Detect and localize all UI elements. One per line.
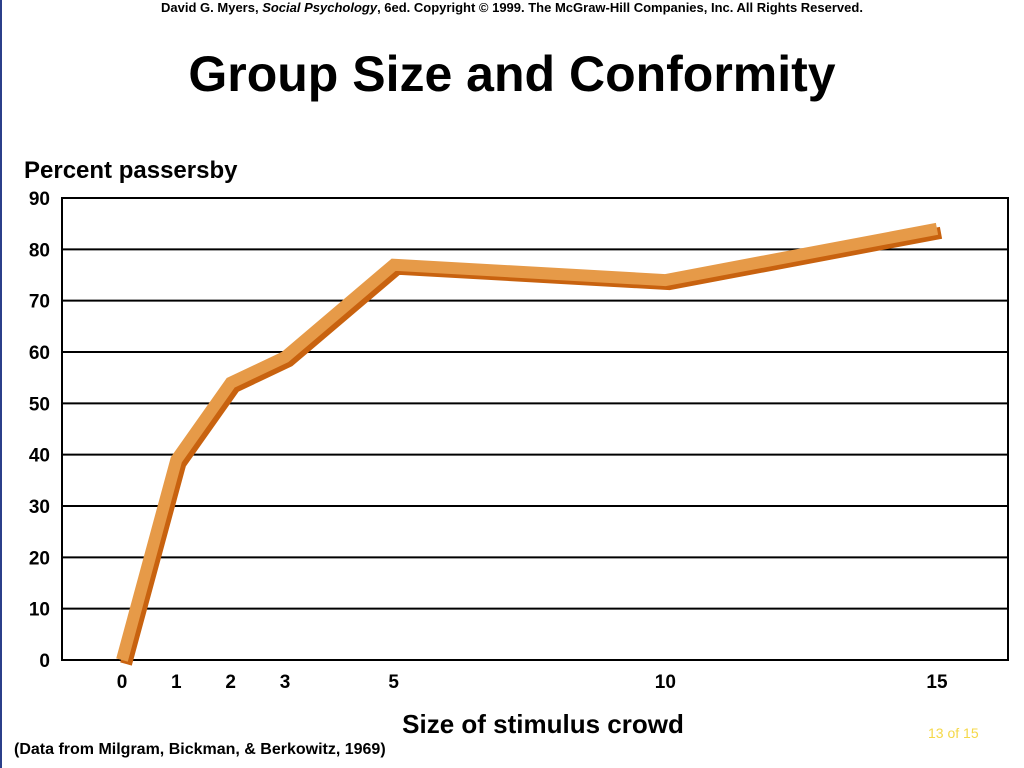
- slide-left-border: [0, 0, 2, 768]
- data-source-note: (Data from Milgram, Bickman, & Berkowitz…: [14, 741, 386, 758]
- slide-counter: 13 of 15: [928, 725, 979, 741]
- y-tick-label-70: 70: [29, 292, 50, 313]
- x-axis-label: Size of stimulus crowd: [402, 709, 684, 739]
- y-tick-label-50: 50: [29, 394, 50, 415]
- x-tick-label-0: 0: [117, 672, 128, 693]
- y-tick-label-60: 60: [29, 343, 50, 364]
- series-group: [116, 222, 943, 666]
- y-tick-label-30: 30: [29, 497, 50, 518]
- series-line: [116, 222, 939, 662]
- y-tick-label-80: 80: [29, 240, 50, 261]
- y-tick-label-90: 90: [29, 189, 50, 210]
- series-line-shadow: [120, 226, 943, 666]
- copyright-line: David G. Myers, Social Psychology, 6ed. …: [0, 0, 1024, 16]
- x-tick-label-5: 5: [388, 672, 399, 693]
- y-axis-label: Percent passersby: [24, 157, 238, 184]
- x-tick-label-1: 1: [171, 672, 182, 693]
- x-tick-label-10: 10: [655, 672, 676, 693]
- plot-frame: [61, 197, 1009, 661]
- y-axis-ticks: 0 10 20 30 40 50 60 70 80 90: [29, 189, 50, 672]
- y-tick-label-10: 10: [29, 600, 50, 621]
- copyright-suffix: , 6ed. Copyright © 1999. The McGraw-Hill…: [377, 0, 863, 15]
- y-tick-label-0: 0: [39, 651, 50, 672]
- y-tick-label-20: 20: [29, 548, 50, 569]
- page-title: Group Size and Conformity: [188, 46, 836, 102]
- copyright-prefix: David G. Myers,: [161, 0, 263, 15]
- x-tick-label-3: 3: [280, 672, 291, 693]
- x-tick-label-15: 15: [926, 672, 948, 693]
- copyright-book-title: Social Psychology: [262, 0, 378, 15]
- x-axis-ticks: 0 1 2 3 5 10 15: [117, 672, 948, 693]
- y-tick-label-40: 40: [29, 446, 50, 467]
- x-tick-label-2: 2: [225, 672, 236, 693]
